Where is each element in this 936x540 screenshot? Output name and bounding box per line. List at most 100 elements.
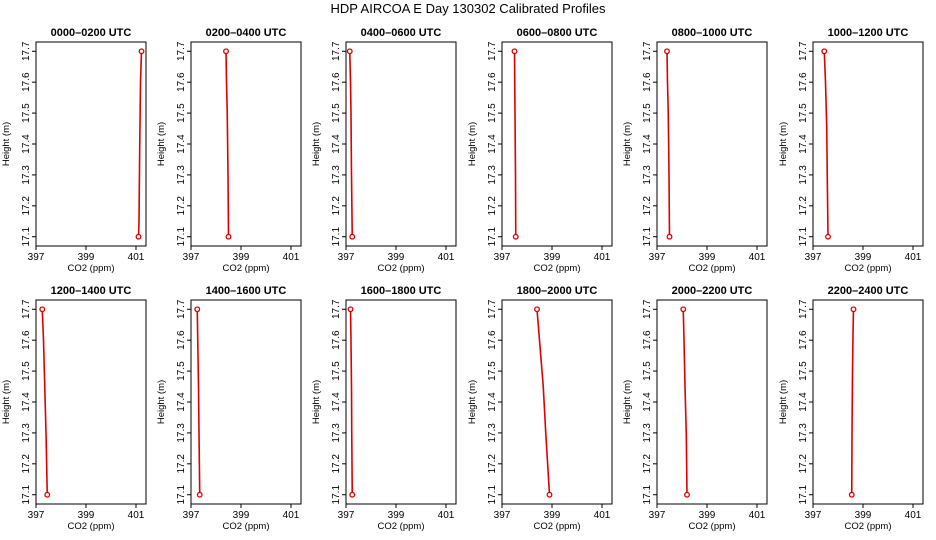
x-tick-label: 399 (78, 252, 95, 263)
y-axis-label: Height (m) (311, 380, 322, 424)
y-tick-label: 17.6 (487, 330, 498, 350)
y-tick-label: 17.2 (798, 196, 809, 216)
y-tick-label: 17.1 (176, 485, 187, 505)
y-tick-label: 17.5 (487, 103, 498, 123)
y-tick-label: 17.5 (642, 361, 653, 381)
x-tick-label: 397 (649, 252, 666, 263)
y-tick-label: 17.2 (176, 454, 187, 474)
x-tick-label: 397 (28, 252, 45, 263)
y-tick-label: 17.4 (798, 134, 809, 154)
panel-title: 0000–0200 UTC (51, 27, 132, 39)
y-tick-label: 17.4 (331, 134, 342, 154)
x-tick-label: 401 (283, 510, 300, 521)
y-tick-label: 17.7 (798, 41, 809, 61)
y-tick-label: 17.3 (176, 423, 187, 443)
y-tick-label: 17.4 (331, 392, 342, 412)
endpoint-marker (546, 491, 553, 498)
x-tick-label: 397 (805, 510, 822, 521)
endpoint-marker (225, 233, 232, 240)
y-tick-label: 17.5 (798, 361, 809, 381)
chart-panel: 0200–0400 UTC 397 399 401 17.1 17.2 17.3 17.4 17… (156, 27, 302, 274)
y-tick-label: 17.2 (331, 196, 342, 216)
profile-line (823, 51, 829, 237)
y-tick-label: 17.5 (21, 103, 32, 123)
y-tick-label: 17.7 (487, 299, 498, 319)
x-axis-label: CO2 (ppm) (223, 521, 270, 532)
y-tick-label: 17.7 (331, 41, 342, 61)
endpoint-marker (196, 491, 203, 498)
y-axis-label: Height (m) (467, 380, 478, 424)
y-tick-label: 17.3 (487, 165, 498, 185)
y-tick-label: 17.6 (798, 72, 809, 92)
endpoint-marker (44, 491, 51, 498)
y-axis-label: Height (m) (467, 122, 478, 166)
y-tick-label: 17.5 (642, 103, 653, 123)
y-tick-label: 17.5 (21, 361, 32, 381)
y-tick-label: 17.6 (21, 72, 32, 92)
endpoint-marker (666, 233, 673, 240)
y-tick-label: 17.5 (176, 103, 187, 123)
x-axis-label: CO2 (ppm) (845, 521, 892, 532)
chart-panel: 1600–1800 UTC 397 399 401 17.1 17.2 17.3 17.4 17… (311, 285, 457, 532)
x-tick-label: 401 (438, 510, 455, 521)
y-tick-label: 17.5 (331, 103, 342, 123)
x-tick-label: 399 (699, 252, 716, 263)
y-tick-label: 17.2 (487, 196, 498, 216)
endpoint-marker (825, 233, 831, 240)
y-tick-label: 17.4 (798, 392, 809, 412)
y-tick-label: 17.5 (487, 361, 498, 381)
panel-title: 2200–2400 UTC (828, 285, 909, 297)
chart-panel: 1400–1600 UTC 397 399 401 17.1 17.2 17.3 17.4 17… (156, 285, 302, 532)
chart-panel: 2000–2200 UTC 397 399 401 17.1 17.2 17.3 17.4 17… (622, 285, 768, 532)
endpoint-marker (664, 48, 670, 55)
y-tick-label: 17.1 (331, 227, 342, 247)
x-tick-label: 399 (233, 252, 250, 263)
x-axis-label: CO2 (ppm) (223, 263, 270, 274)
endpoint-marker (138, 48, 145, 55)
y-tick-label: 17.2 (21, 454, 32, 474)
endpoint-marker (512, 233, 519, 240)
y-tick-label: 17.6 (176, 72, 187, 92)
panel-title: 0200–0400 UTC (206, 27, 287, 39)
panel-title: 1800–2000 UTC (517, 285, 598, 297)
y-tick-label: 17.6 (642, 72, 653, 92)
y-axis-label: Height (m) (156, 122, 167, 166)
y-tick-label: 17.6 (331, 72, 342, 92)
plot-frame (501, 299, 613, 505)
endpoint-marker (349, 491, 356, 498)
x-tick-label: 397 (805, 252, 822, 263)
plot-frame (812, 41, 924, 247)
y-tick-label: 17.3 (798, 423, 809, 443)
profile-line (349, 309, 354, 495)
y-tick-label: 17.2 (487, 454, 498, 474)
profile-line (196, 309, 201, 495)
y-tick-label: 17.1 (798, 485, 809, 505)
y-tick-label: 17.1 (642, 227, 653, 247)
y-tick-label: 17.1 (21, 485, 32, 505)
profile-line (225, 51, 230, 237)
plot-frame (35, 299, 147, 505)
y-axis-label: Height (m) (1, 122, 12, 166)
x-tick-label: 401 (905, 510, 922, 521)
endpoint-marker (194, 306, 201, 313)
endpoint-marker (223, 48, 229, 55)
x-tick-label: 401 (594, 252, 611, 263)
plot-frame (501, 41, 613, 247)
y-tick-label: 17.1 (642, 485, 653, 505)
y-tick-label: 17.3 (642, 165, 653, 185)
y-tick-label: 17.6 (331, 330, 342, 350)
plot-frame (345, 41, 457, 247)
endpoint-marker (848, 491, 855, 498)
x-tick-label: 399 (544, 252, 561, 263)
x-axis-label: CO2 (ppm) (68, 521, 115, 532)
profile-line (513, 51, 517, 237)
y-tick-label: 17.7 (642, 41, 653, 61)
x-tick-label: 401 (438, 252, 455, 263)
x-tick-label: 399 (544, 510, 561, 521)
x-axis-label: CO2 (ppm) (689, 263, 736, 274)
x-tick-label: 399 (78, 510, 95, 521)
x-tick-label: 401 (749, 252, 766, 263)
y-tick-label: 17.1 (176, 227, 187, 247)
y-tick-label: 17.2 (642, 454, 653, 474)
y-tick-label: 17.1 (798, 227, 809, 247)
